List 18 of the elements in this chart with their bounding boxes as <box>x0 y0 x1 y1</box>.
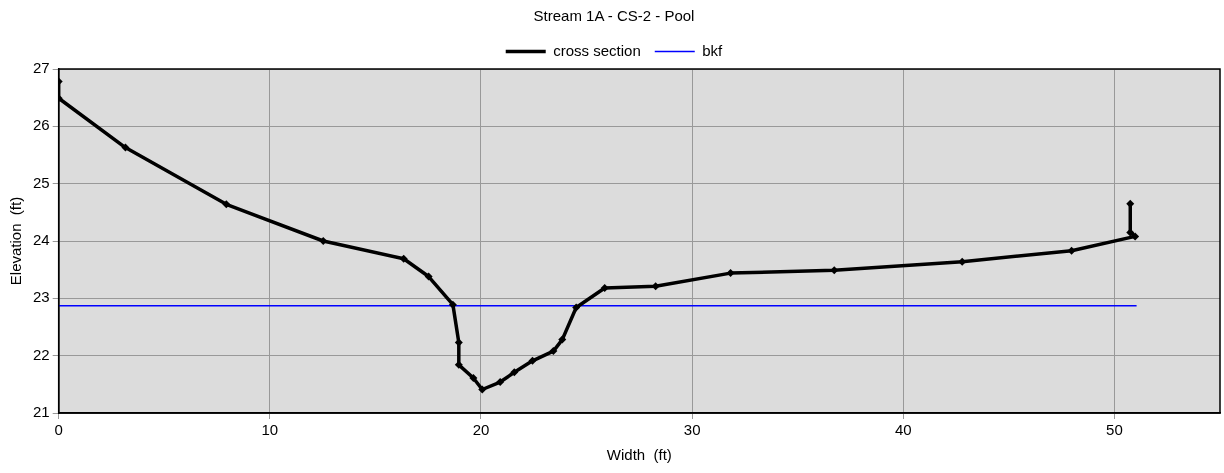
y-axis-title: Elevation (ft) <box>7 196 25 286</box>
legend-label: bkf <box>702 41 724 59</box>
y-tick-label: 25 <box>33 173 50 191</box>
y-tick-label: 22 <box>33 345 50 363</box>
x-tick-label: 40 <box>894 421 912 439</box>
y-tick-label: 23 <box>33 288 50 306</box>
y-tick-label: 24 <box>33 231 50 249</box>
legend-label: cross section <box>553 41 641 59</box>
x-tick-label: 0 <box>54 421 63 439</box>
y-tick-label: 27 <box>33 59 50 77</box>
x-axis-title: Width (ft) <box>606 446 672 464</box>
chart-title: Stream 1A - CS-2 - Pool <box>533 7 695 25</box>
y-tick-label: 21 <box>33 403 50 421</box>
x-tick-label: 10 <box>261 421 279 439</box>
x-tick-label: 20 <box>472 421 490 439</box>
x-tick-label: 30 <box>683 421 701 439</box>
x-tick-label: 50 <box>1106 421 1123 439</box>
y-tick-label: 26 <box>33 116 50 134</box>
